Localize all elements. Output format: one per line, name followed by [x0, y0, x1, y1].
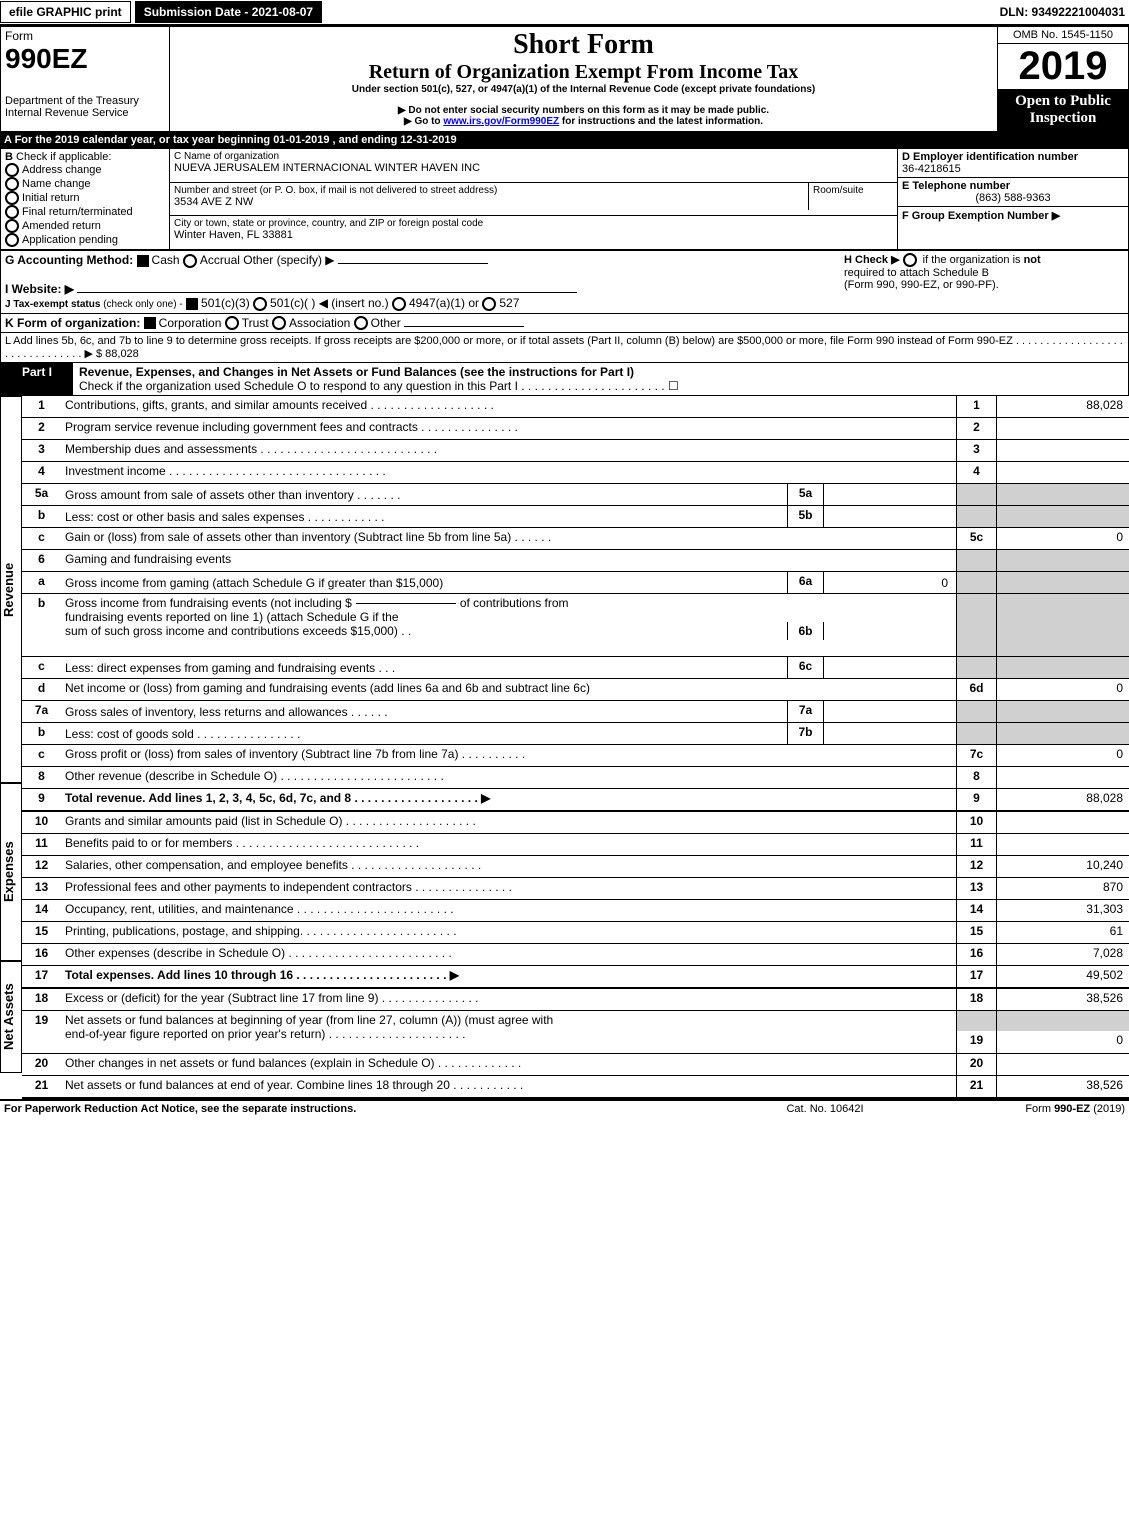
chk-4947[interactable]: 4947(a)(1) or [409, 296, 479, 310]
line-6b: b Gross income from fundraising events (… [22, 594, 1129, 657]
line-20: 20Other changes in net assets or fund ba… [22, 1054, 1129, 1076]
line-3: 3Membership dues and assessments . . . .… [22, 440, 1129, 462]
submission-date-label: Submission Date - 2021-08-07 [135, 1, 322, 23]
accounting-website-block: G Accounting Method: Cash Accrual Other … [0, 250, 1129, 314]
line-k: K Form of organization: Corporation Trus… [0, 314, 1129, 334]
group-exemption-label: F Group Exemption Number ▶ [902, 210, 1060, 222]
chk-address-change[interactable]: Address change [22, 164, 102, 176]
line-10: 10Grants and similar amounts paid (list … [22, 812, 1129, 834]
title-short-form: Short Form [174, 29, 993, 61]
line-17: 17Total expenses. Add lines 10 through 1… [22, 966, 1129, 989]
title-return: Return of Organization Exempt From Incom… [174, 61, 993, 84]
dept-irs: Internal Revenue Service [5, 107, 165, 119]
line-7a: 7a Gross sales of inventory, less return… [22, 701, 1129, 723]
line-6: 6Gaming and fundraising events [22, 550, 1129, 572]
line-12: 12Salaries, other compensation, and empl… [22, 856, 1129, 878]
line-9: 9Total revenue. Add lines 1, 2, 3, 4, 5c… [22, 789, 1129, 812]
chk-other-method[interactable]: Other (specify) ▶ [243, 253, 334, 267]
catalog-number: Cat. No. 10642I [725, 1103, 925, 1115]
ein-value: 36-4218615 [902, 163, 961, 175]
line-13: 13Professional fees and other payments t… [22, 878, 1129, 900]
page-footer: For Paperwork Reduction Act Notice, see … [0, 1099, 1129, 1117]
line-6c: c Less: direct expenses from gaming and … [22, 657, 1129, 679]
part-i-header: Part I Revenue, Expenses, and Changes in… [0, 363, 1129, 396]
chk-amended-return[interactable]: Amended return [22, 220, 101, 232]
line-7b: b Less: cost of goods sold . . . . . . .… [22, 723, 1129, 745]
line-18: 18Excess or (deficit) for the year (Subt… [22, 989, 1129, 1011]
tax-year: 2019 [998, 44, 1128, 89]
chk-application-pending[interactable]: Application pending [22, 234, 118, 246]
chk-initial-return[interactable]: Initial return [22, 192, 79, 204]
chk-accrual[interactable]: Accrual [200, 253, 240, 267]
line-2: 2Program service revenue including gover… [22, 418, 1129, 440]
form-number: 990EZ [5, 43, 165, 75]
form-header: Form 990EZ Department of the Treasury In… [0, 26, 1129, 132]
line-5a: 5a Gross amount from sale of assets othe… [22, 484, 1129, 506]
line-19: 19 Net assets or fund balances at beginn… [22, 1011, 1129, 1054]
line-14: 14Occupancy, rent, utilities, and mainte… [22, 900, 1129, 922]
chk-other-org[interactable]: Other [371, 316, 401, 330]
line-16: 16Other expenses (describe in Schedule O… [22, 944, 1129, 966]
ssn-warning: ▶ Do not enter social security numbers o… [174, 105, 993, 116]
line-8: 8Other revenue (describe in Schedule O) … [22, 767, 1129, 789]
city-state-zip: Winter Haven, FL 33881 [174, 229, 293, 241]
street-address: 3534 AVE Z NW [174, 196, 253, 208]
side-revenue: Revenue [0, 396, 22, 783]
form-version: Form 990-EZ (2019) [925, 1103, 1125, 1115]
chk-501c3[interactable]: 501(c)(3) [201, 296, 250, 310]
paperwork-notice: For Paperwork Reduction Act Notice, see … [4, 1103, 725, 1115]
chk-527[interactable]: 527 [499, 296, 519, 310]
dln-label: DLN: 93492221004031 [1000, 5, 1129, 19]
line-l-gross-receipts: L Add lines 5b, 6c, and 7b to line 9 to … [0, 333, 1129, 363]
line-5b: b Less: cost or other basis and sales ex… [22, 506, 1129, 528]
section-a-period: A For the 2019 calendar year, or tax yea… [0, 132, 1129, 148]
line-1: 1Contributions, gifts, grants, and simil… [22, 396, 1129, 418]
dept-treasury: Department of the Treasury [5, 95, 165, 107]
side-expenses: Expenses [0, 783, 22, 961]
room-suite-label: Room/suite [808, 183, 897, 210]
line-15: 15Printing, publications, postage, and s… [22, 922, 1129, 944]
chk-501c[interactable]: 501(c)( ) ◀ (insert no.) [270, 296, 389, 310]
efile-print-button[interactable]: efile GRAPHIC print [0, 1, 131, 23]
line-7c: cGross profit or (loss) from sales of in… [22, 745, 1129, 767]
side-net-assets: Net Assets [0, 961, 22, 1073]
org-name: NUEVA JERUSALEM INTERNACIONAL WINTER HAV… [174, 162, 480, 174]
goto-row: ▶ Go to www.irs.gov/Form990EZ for instru… [174, 116, 993, 127]
line-21: 21Net assets or fund balances at end of … [22, 1076, 1129, 1099]
entity-info-block: B Check if applicable: Address change Na… [0, 148, 1129, 250]
chk-cash[interactable]: Cash [152, 253, 180, 267]
phone-label: E Telephone number [902, 180, 1010, 192]
under-section: Under section 501(c), 527, or 4947(a)(1)… [174, 84, 993, 95]
open-public-inspection: Open to Public Inspection [998, 89, 1128, 131]
efile-bar: efile GRAPHIC print Submission Date - 20… [0, 0, 1129, 26]
line-11: 11Benefits paid to or for members . . . … [22, 834, 1129, 856]
line-5c: cGain or (loss) from sale of assets othe… [22, 528, 1129, 550]
line-4: 4Investment income . . . . . . . . . . .… [22, 462, 1129, 484]
line-6d: dNet income or (loss) from gaming and fu… [22, 679, 1129, 701]
ein-label: D Employer identification number [902, 151, 1078, 163]
part-i-label: Part I [1, 363, 73, 395]
omb-number: OMB No. 1545-1150 [998, 27, 1128, 44]
chk-name-change[interactable]: Name change [22, 178, 91, 190]
chk-final-return[interactable]: Final return/terminated [22, 206, 133, 218]
form-word: Form [5, 29, 165, 43]
part-i-body: Revenue Expenses Net Assets 1Contributio… [0, 396, 1129, 1099]
line-6a: a Gross income from gaming (attach Sched… [22, 572, 1129, 594]
irs-link[interactable]: www.irs.gov/Form990EZ [443, 116, 559, 127]
chk-association[interactable]: Association [289, 316, 350, 330]
phone-value: (863) 588-9363 [902, 192, 1124, 204]
chk-trust[interactable]: Trust [242, 316, 269, 330]
chk-corporation[interactable]: Corporation [159, 316, 222, 330]
